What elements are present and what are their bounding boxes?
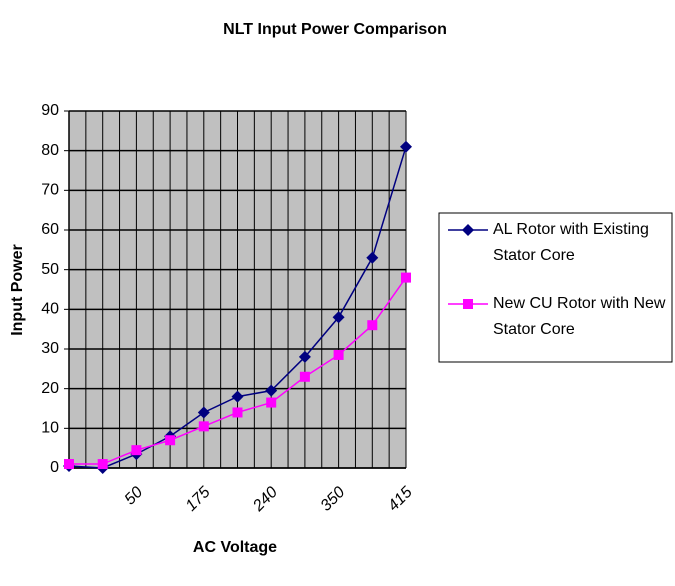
x-tick-label: 415 <box>385 484 416 515</box>
data-point <box>265 384 278 397</box>
y-tick-label: 10 <box>41 420 59 437</box>
data-point <box>197 406 210 419</box>
data-point <box>299 371 310 382</box>
legend-box <box>438 212 673 363</box>
chart-title: NLT Input Power Comparison <box>223 21 447 38</box>
data-point <box>400 140 412 153</box>
data-point <box>462 224 474 236</box>
data-point <box>198 421 209 432</box>
y-tick-label: 20 <box>41 380 59 397</box>
x-tick-label: 240 <box>249 484 281 516</box>
y-tick-label: 30 <box>41 340 59 357</box>
data-point <box>332 311 345 324</box>
data-point <box>266 397 277 408</box>
y-tick-label: 0 <box>50 459 59 476</box>
data-point <box>333 349 344 360</box>
y-tick-label: 90 <box>41 102 59 119</box>
y-tick-label: 60 <box>41 221 59 238</box>
y-tick-label: 50 <box>41 261 59 278</box>
data-point <box>97 459 108 470</box>
y-tick-label: 40 <box>41 301 59 318</box>
data-point <box>64 459 74 470</box>
data-point <box>231 390 244 403</box>
legend-label: New CU Rotor with New Stator Core <box>493 295 666 338</box>
y-axis-label: Input Power <box>9 244 26 336</box>
x-tick-label: 50 <box>122 484 147 509</box>
legend-label: AL Rotor with Existing Stator Core <box>493 221 649 264</box>
y-tick-label: 70 <box>41 182 59 199</box>
data-point <box>165 435 176 446</box>
x-axis-label: AC Voltage <box>193 539 277 556</box>
x-tick-label: 350 <box>318 484 349 515</box>
data-point <box>298 350 311 363</box>
data-point <box>131 445 142 456</box>
x-tick-label: 175 <box>183 484 214 515</box>
y-tick-label: 80 <box>41 142 59 159</box>
data-point <box>366 251 379 264</box>
data-point <box>401 272 411 283</box>
data-point <box>367 320 378 331</box>
data-point <box>232 407 243 418</box>
data-point <box>463 299 473 309</box>
